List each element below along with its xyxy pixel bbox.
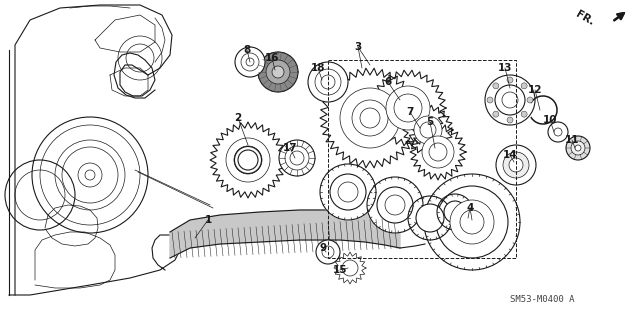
Circle shape [493, 111, 499, 117]
Circle shape [414, 116, 442, 144]
Circle shape [238, 150, 258, 170]
Circle shape [342, 260, 358, 276]
Text: 4: 4 [467, 203, 474, 213]
Circle shape [320, 164, 376, 220]
Circle shape [394, 94, 422, 122]
Circle shape [403, 105, 453, 155]
Circle shape [367, 177, 423, 233]
Circle shape [485, 75, 535, 125]
Circle shape [527, 97, 533, 103]
Circle shape [422, 136, 454, 168]
Circle shape [566, 136, 590, 160]
Circle shape [571, 141, 585, 155]
Circle shape [507, 77, 513, 83]
Circle shape [377, 187, 413, 223]
Text: 8: 8 [243, 45, 251, 55]
Circle shape [316, 240, 340, 264]
Circle shape [460, 210, 484, 234]
Circle shape [507, 117, 513, 123]
Circle shape [575, 145, 581, 151]
Text: SM53-M0400 A: SM53-M0400 A [510, 295, 575, 305]
Circle shape [450, 200, 494, 244]
Circle shape [258, 52, 298, 92]
Circle shape [503, 152, 529, 178]
Circle shape [487, 97, 493, 103]
Circle shape [210, 122, 286, 198]
Circle shape [352, 100, 388, 136]
Text: 7: 7 [406, 107, 413, 117]
Circle shape [338, 182, 358, 202]
Text: 15: 15 [333, 265, 348, 275]
Circle shape [290, 151, 304, 165]
Text: 3: 3 [355, 42, 362, 52]
Text: 2: 2 [234, 113, 242, 123]
Circle shape [241, 53, 259, 71]
Circle shape [416, 204, 444, 232]
Circle shape [320, 68, 420, 168]
Circle shape [493, 83, 499, 89]
Text: 1: 1 [204, 215, 212, 225]
Text: 14: 14 [502, 150, 517, 160]
Circle shape [322, 246, 334, 258]
Circle shape [285, 146, 309, 170]
Text: 16: 16 [265, 53, 279, 63]
Circle shape [410, 124, 466, 180]
Circle shape [495, 85, 525, 115]
Circle shape [420, 122, 436, 138]
Circle shape [424, 174, 520, 270]
Circle shape [420, 122, 436, 138]
Circle shape [358, 106, 382, 130]
Circle shape [266, 60, 290, 84]
Text: 12: 12 [528, 85, 542, 95]
Circle shape [509, 158, 523, 172]
Circle shape [496, 145, 536, 185]
Circle shape [370, 70, 446, 146]
Circle shape [554, 128, 562, 136]
Circle shape [548, 122, 568, 142]
Circle shape [271, 65, 285, 79]
Circle shape [429, 143, 447, 161]
Text: FR.: FR. [574, 9, 596, 27]
Text: 10: 10 [543, 115, 557, 125]
Polygon shape [170, 210, 400, 258]
Circle shape [386, 86, 430, 130]
Circle shape [272, 66, 284, 78]
Circle shape [235, 47, 265, 77]
Text: 18: 18 [311, 63, 325, 73]
Text: 5: 5 [426, 117, 434, 127]
Circle shape [437, 194, 473, 230]
Text: 17: 17 [283, 143, 298, 153]
Circle shape [521, 83, 527, 89]
Circle shape [444, 201, 466, 223]
Circle shape [521, 111, 527, 117]
Circle shape [385, 195, 405, 215]
Circle shape [315, 69, 341, 95]
Circle shape [258, 52, 298, 92]
Text: 11: 11 [564, 135, 579, 145]
Circle shape [408, 196, 452, 240]
Circle shape [436, 186, 508, 258]
Circle shape [308, 62, 348, 102]
Circle shape [345, 263, 355, 273]
Circle shape [334, 252, 366, 284]
Text: 6: 6 [385, 77, 392, 87]
Circle shape [330, 174, 366, 210]
Circle shape [246, 58, 254, 66]
Circle shape [360, 108, 380, 128]
Text: 9: 9 [319, 243, 326, 253]
Text: 13: 13 [498, 63, 512, 73]
Circle shape [398, 98, 418, 118]
Circle shape [321, 75, 335, 89]
Circle shape [340, 88, 400, 148]
Circle shape [502, 92, 518, 108]
Circle shape [429, 143, 447, 161]
Circle shape [279, 140, 315, 176]
